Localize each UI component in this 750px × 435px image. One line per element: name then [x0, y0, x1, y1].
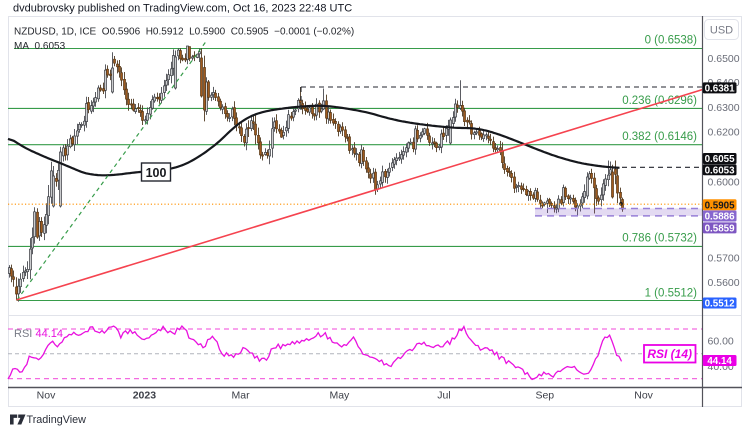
svg-text:0.5905: 0.5905: [705, 200, 736, 211]
svg-text:Sep: Sep: [535, 390, 554, 402]
svg-text:Nov: Nov: [634, 390, 653, 402]
svg-text:0.5700: 0.5700: [708, 253, 740, 265]
svg-text:0.6200: 0.6200: [708, 126, 740, 138]
svg-text:0.6300: 0.6300: [708, 102, 740, 114]
svg-text:100: 100: [146, 166, 167, 180]
svg-text:Jul: Jul: [437, 390, 450, 402]
svg-text:0.6055: 0.6055: [705, 154, 736, 165]
svg-text:RSI (14): RSI (14): [647, 347, 692, 361]
svg-text:44.14: 44.14: [36, 328, 64, 340]
svg-text:TradingView: TradingView: [27, 414, 87, 426]
svg-text:60.00: 60.00: [708, 336, 734, 348]
svg-text:0.5512: 0.5512: [705, 299, 736, 310]
svg-text:NZDUSD, 1D, ICE O0.5906 H0.5: NZDUSD, 1D, ICE O0.5906 H0.5912 L0.5900 …: [14, 27, 354, 38]
svg-text:dvdubrovsky published on Tradi: dvdubrovsky published on TradingView.com…: [13, 3, 352, 15]
svg-text:0 (0.6538): 0 (0.6538): [645, 35, 698, 47]
svg-text:Mar: Mar: [232, 390, 251, 402]
svg-text:USD: USD: [710, 25, 733, 37]
svg-text:0.6500: 0.6500: [708, 53, 740, 65]
svg-text:0.5600: 0.5600: [708, 277, 740, 289]
svg-text:0.5859: 0.5859: [705, 224, 736, 235]
svg-text:0.6381: 0.6381: [705, 84, 736, 95]
svg-text:0.382 (0.6146): 0.382 (0.6146): [622, 131, 697, 143]
svg-text:0.6000: 0.6000: [708, 177, 740, 189]
svg-text:0.5886: 0.5886: [705, 212, 736, 223]
svg-text:0.236 (0.6296): 0.236 (0.6296): [622, 95, 697, 107]
svg-text:May: May: [329, 390, 350, 402]
svg-text:RSI: RSI: [14, 328, 32, 340]
svg-text:MA 0.6053: MA 0.6053: [14, 41, 66, 52]
svg-text:Nov: Nov: [37, 390, 56, 402]
svg-text:1 (0.5512): 1 (0.5512): [645, 288, 698, 300]
svg-text:0.6053: 0.6053: [705, 165, 736, 176]
svg-text:0.786 (0.5732): 0.786 (0.5732): [622, 233, 697, 245]
svg-text:2023: 2023: [133, 390, 157, 402]
svg-text:44.14: 44.14: [707, 356, 732, 367]
